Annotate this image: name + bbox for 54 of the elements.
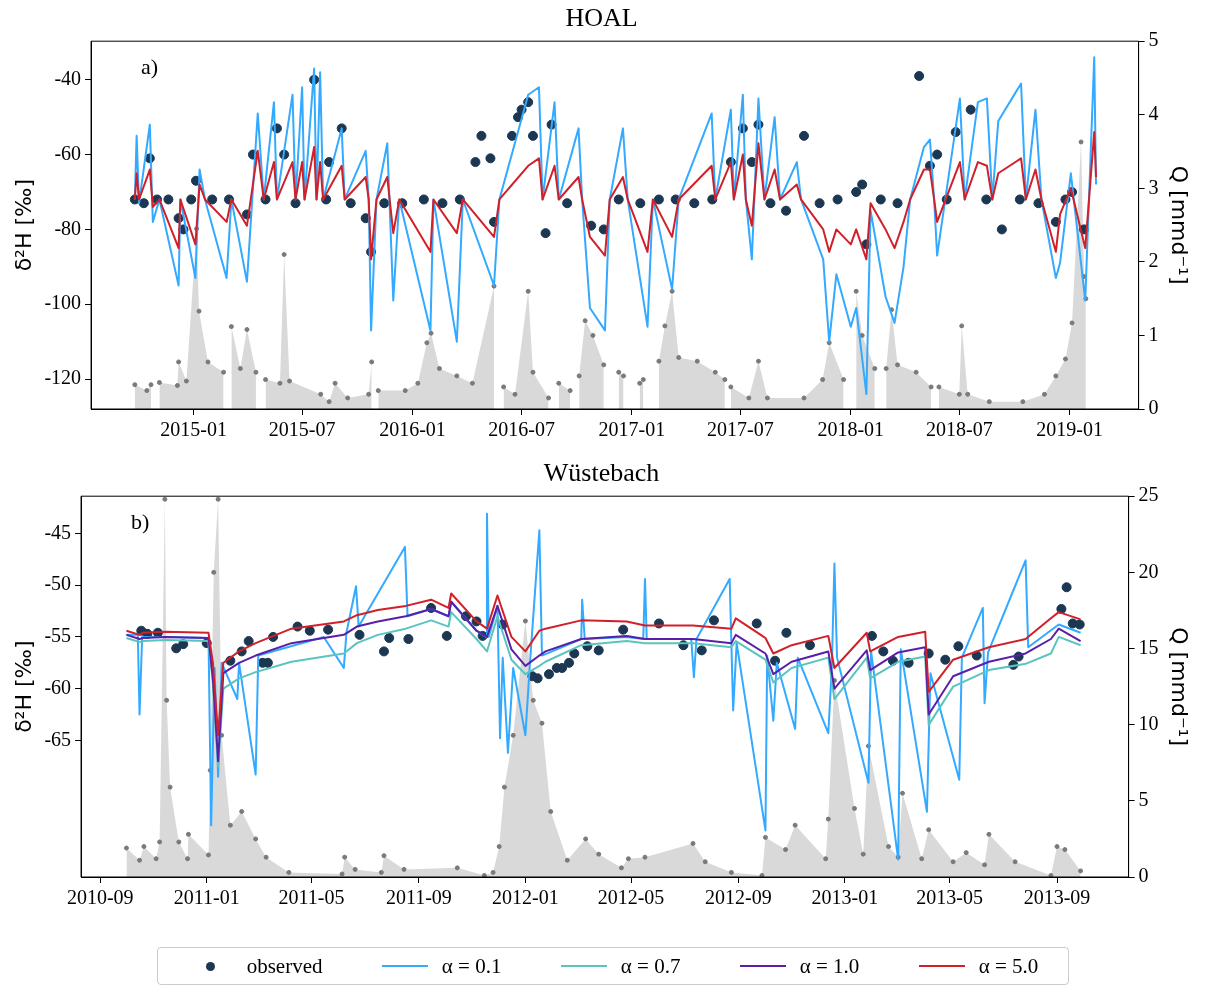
y-tick-label: -65: [44, 727, 72, 750]
x-tick-label: 2018-01: [817, 418, 885, 441]
x-tick-label: 2017-01: [598, 418, 666, 441]
annotation: b): [131, 508, 150, 534]
y2-tick-label: 5: [1138, 788, 1149, 811]
annotation: a): [141, 53, 159, 79]
x-tick-label: 2016-01: [379, 418, 446, 441]
legend-label: α = 0.1: [441, 953, 502, 979]
y-tick-label: -80: [54, 216, 82, 239]
x-tick-label: 2018-07: [925, 418, 993, 441]
x-tick-label: 2012-05: [597, 886, 665, 909]
y-tick-label: -100: [44, 291, 82, 314]
x-tick-label: 2016-07: [488, 418, 555, 441]
x-tick-label: 2010-09: [66, 886, 134, 909]
y2-tick-label: 25: [1138, 483, 1159, 506]
y-tick-label: -40: [54, 66, 82, 89]
legend-label: α = 5.0: [978, 953, 1039, 979]
y2-axis-title: Q [mmd⁻¹]: [1167, 165, 1193, 285]
x-tick-label: 2015-01: [160, 418, 227, 441]
y-tick-label: -50: [44, 572, 72, 595]
legend-label: α = 0.7: [620, 953, 681, 979]
x-tick-label: 2011-05: [278, 886, 345, 909]
y2-tick-label: 20: [1138, 559, 1159, 582]
legend-label: α = 1.0: [799, 953, 860, 979]
x-tick-label: 2013-01: [811, 886, 879, 909]
legend-label: observed: [246, 953, 323, 979]
x-tick-label: 2012-01: [492, 886, 559, 909]
y-tick-label: -45: [44, 520, 72, 543]
y2-tick-label: 15: [1138, 635, 1159, 658]
y-tick-label: -60: [44, 675, 72, 698]
y2-axis-title: Q [mmd⁻¹]: [1167, 627, 1193, 746]
chart-title: Wüstebach: [543, 458, 660, 488]
y-tick-label: -60: [54, 141, 82, 164]
y2-tick-label: 5: [1148, 28, 1159, 51]
x-tick-label: 2011-01: [173, 886, 240, 909]
y2-tick-label: 3: [1148, 175, 1159, 198]
x-tick-label: 2013-05: [916, 886, 983, 909]
x-tick-label: 2013-09: [1023, 886, 1091, 909]
x-tick-label: 2019-01: [1036, 418, 1103, 441]
y-tick-label: -120: [44, 366, 82, 389]
y2-tick-label: 2: [1148, 249, 1159, 272]
x-tick-label: 2011-09: [385, 886, 452, 909]
x-tick-label: 2012-09: [705, 886, 772, 909]
y-axis-title: δ²H [‰]: [10, 640, 36, 733]
y-axis-title: δ²H [‰]: [10, 178, 36, 272]
y2-tick-label: 0: [1138, 864, 1149, 887]
y2-tick-label: 10: [1138, 711, 1159, 734]
y2-tick-label: 4: [1148, 102, 1159, 125]
y-tick-label: -55: [44, 624, 72, 647]
x-tick-label: 2017-07: [707, 418, 774, 441]
y2-tick-label: 0: [1148, 396, 1159, 419]
x-tick-label: 2015-07: [268, 418, 336, 441]
chart-title: HOAL: [565, 3, 638, 33]
y2-tick-label: 1: [1148, 322, 1159, 345]
